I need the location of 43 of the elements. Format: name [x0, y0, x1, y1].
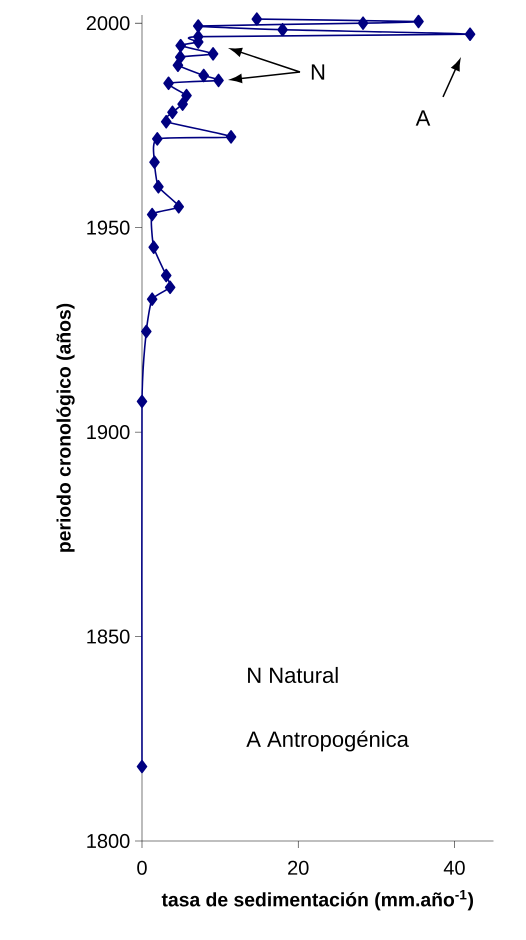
point	[252, 12, 262, 26]
point	[164, 280, 176, 294]
point	[226, 130, 236, 144]
point	[167, 106, 178, 120]
y-tick-label: 2000	[86, 16, 130, 30]
point	[173, 200, 184, 214]
point	[136, 760, 148, 774]
point	[163, 76, 174, 90]
y-tick-label: 1800	[87, 834, 130, 848]
point	[198, 68, 210, 82]
x-tick-label: 0	[137, 860, 147, 875]
point	[464, 27, 476, 42]
point	[192, 19, 204, 33]
x-tick-label: 20	[288, 860, 309, 875]
annotation: N	[312, 64, 324, 80]
y-axis-title: periodo cronológico (años)	[56, 304, 75, 552]
point	[177, 97, 188, 111]
point	[152, 132, 163, 146]
annotation: N Natural	[248, 666, 338, 684]
point	[149, 155, 160, 169]
annotation: A	[416, 110, 430, 126]
point	[358, 16, 368, 30]
point	[146, 208, 158, 222]
x-axis-title: tasa de sedimentación (mm.año$^{-1}$)	[162, 890, 473, 910]
point	[181, 88, 192, 102]
point	[148, 240, 160, 254]
point	[146, 292, 158, 306]
point	[277, 22, 288, 37]
point	[153, 180, 164, 194]
point	[160, 114, 172, 129]
x-tick-label: 40	[444, 860, 465, 875]
y-tick-label: 1950	[87, 220, 130, 235]
point	[174, 50, 186, 64]
y-tick-label: 1900	[87, 425, 130, 440]
point	[175, 38, 186, 52]
annotation: A Antropogénica	[246, 730, 409, 752]
point	[140, 324, 152, 338]
y-tick-label: 1850	[87, 629, 130, 644]
point	[213, 74, 224, 88]
point	[136, 394, 148, 408]
point	[208, 47, 218, 61]
point	[413, 14, 424, 28]
point	[160, 268, 172, 282]
